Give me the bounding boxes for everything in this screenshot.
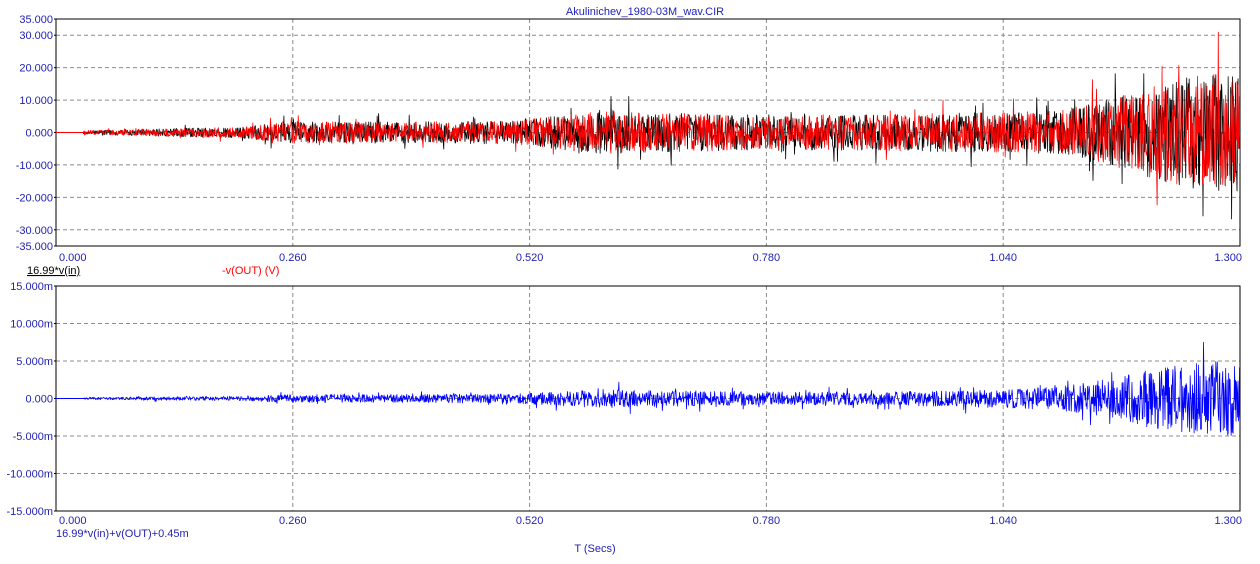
x-tick-label: 0.260	[279, 515, 307, 527]
x-tick-label: 0.000	[59, 515, 87, 527]
y-tick-label: -15.000m	[7, 506, 53, 518]
y-tick-label: -30.000	[16, 225, 53, 237]
traces	[56, 31, 1240, 220]
x-tick-label: 1.040	[989, 252, 1017, 264]
chart-title: Akulinichev_1980-03M_wav.CIR	[566, 6, 724, 18]
y-tick-label: 0.000	[25, 128, 53, 140]
x-tick-label: 0.780	[753, 252, 781, 264]
y-tick-label: 20.000	[19, 63, 53, 75]
legend-vin: 16.99*v(in)	[27, 265, 80, 277]
x-tick-label: 0.260	[279, 252, 307, 264]
y-tick-label: 30.000	[19, 30, 53, 42]
traces	[56, 341, 1240, 436]
x-tick-label: 0.520	[516, 515, 544, 527]
y-tick-label: 0.000	[25, 394, 53, 406]
legend-sum: 16.99*v(in)+v(OUT)+0.45m	[56, 528, 189, 540]
x-axis-label: T (Secs)	[574, 543, 615, 555]
x-tick-label: 0.780	[753, 515, 781, 527]
series-line-16-99-v-in-v-out-0-45m	[56, 341, 1240, 436]
y-tick-label: 5.000m	[16, 356, 53, 368]
legend-vout: -v(OUT) (V)	[222, 265, 279, 277]
y-tick-label: -35.000	[16, 241, 53, 253]
y-tick-label: -5.000m	[13, 431, 53, 443]
y-tick-label: 35.000	[19, 14, 53, 26]
top-panel: 35.000 30.000 20.000 10.000 0.000 -10.000 -20.…	[16, 14, 1242, 277]
x-tick-label: 1.040	[989, 515, 1017, 527]
y-tick-label: 10.000m	[10, 319, 53, 331]
series-line--v-out-v-	[56, 31, 1240, 206]
bottom-panel: 15.000m 10.000m 5.000m 0.000 -5.000m -10.000m…	[7, 281, 1242, 540]
y-tick-label: 10.000	[19, 95, 53, 107]
y-tick-label: 15.000m	[10, 281, 53, 293]
y-tick-label: -20.000	[16, 192, 53, 204]
x-tick-label: 0.000	[59, 252, 87, 264]
y-tick-label: -10.000m	[7, 469, 53, 481]
y-tick-label: -10.000	[16, 160, 53, 172]
x-tick-label: 0.520	[516, 252, 544, 264]
x-tick-label: 1.300	[1214, 252, 1242, 264]
x-tick-label: 1.300	[1214, 515, 1242, 527]
